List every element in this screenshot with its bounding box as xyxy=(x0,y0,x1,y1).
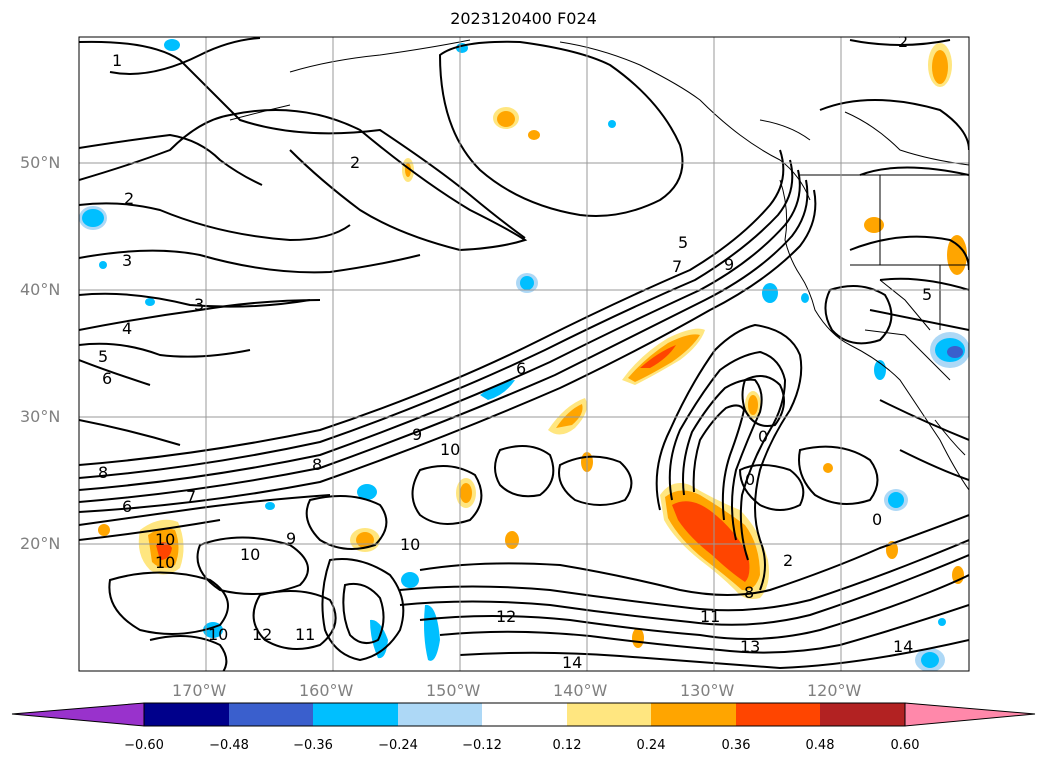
contour-label: 2 xyxy=(783,551,793,570)
contour-layer xyxy=(79,37,969,671)
colorbar-cell xyxy=(820,703,905,726)
contour-label: 9 xyxy=(286,529,296,548)
contour-label: 4 xyxy=(122,319,132,338)
contour-label: 9 xyxy=(412,425,422,444)
colorbar-cell xyxy=(229,703,313,726)
contour-label: 0 xyxy=(758,427,768,446)
colorbar-tick: −0.36 xyxy=(293,738,333,753)
lon-label: 160°W xyxy=(299,681,354,700)
lat-label: 50°N xyxy=(20,153,61,172)
contour-label: 10 xyxy=(155,530,175,549)
contour-label: 9 xyxy=(724,255,734,274)
contour-label: 3 xyxy=(122,251,132,270)
contour-label: 10 xyxy=(400,535,420,554)
contour-label: 12 xyxy=(252,625,272,644)
colorbar-tick: 0.36 xyxy=(721,738,751,753)
contour-label: 8 xyxy=(98,463,108,482)
contour-label: 10 xyxy=(440,440,460,459)
contour-label: 14 xyxy=(893,637,913,656)
contour-label: 0 xyxy=(745,470,755,489)
colorbar-cell xyxy=(482,703,567,726)
plot-area xyxy=(79,37,969,671)
colorbar-tick: −0.48 xyxy=(209,738,249,753)
colorbar-cell xyxy=(313,703,398,726)
contour-label: 10 xyxy=(208,625,228,644)
contour-label: 6 xyxy=(122,497,132,516)
contour-labels: 1 2 2 2 3 3 4 5 6 6 7 8 8 9 9 10 10 10 1… xyxy=(98,32,932,672)
colorbar-tick: −0.12 xyxy=(462,738,502,753)
lon-label: 130°W xyxy=(680,681,735,700)
contour-label: 2 xyxy=(350,153,360,172)
colorbar-extend-low xyxy=(11,702,145,727)
colorbar-tick: 0.48 xyxy=(805,738,835,753)
contour-label: 11 xyxy=(295,625,315,644)
contour-label: 5 xyxy=(678,233,688,252)
contour-label: 14 xyxy=(562,653,582,672)
colorbar-tick: 0.24 xyxy=(636,738,666,753)
contour-label: 8 xyxy=(312,455,322,474)
contour-label: 2 xyxy=(898,32,908,51)
contour-label: 7 xyxy=(672,257,682,276)
contour-label: 0 xyxy=(872,510,882,529)
shading-layer xyxy=(79,39,969,671)
contour-label: 5 xyxy=(98,347,108,366)
contour-label: 1 xyxy=(112,51,122,70)
colorbar-tick: 0.60 xyxy=(890,738,920,753)
lon-label: 150°W xyxy=(426,681,481,700)
lon-label: 170°W xyxy=(172,681,227,700)
contour-label: 3 xyxy=(194,295,204,314)
colorbar-extend-high xyxy=(904,702,1036,727)
plot-border xyxy=(78,36,970,672)
colorbar xyxy=(11,702,1036,727)
contour-label: 6 xyxy=(516,359,526,378)
contour-label: 6 xyxy=(102,369,112,388)
contour-label: 5 xyxy=(922,285,932,304)
contour-label: 12 xyxy=(496,607,516,626)
lon-label: 140°W xyxy=(553,681,608,700)
colorbar-cell xyxy=(398,703,482,726)
lat-label: 30°N xyxy=(20,407,61,426)
contour-label: 11 xyxy=(700,607,720,626)
contour-label: 2 xyxy=(124,189,134,208)
colorbar-tick: −0.60 xyxy=(124,738,164,753)
contour-label: 13 xyxy=(740,637,760,656)
contour-label: 7 xyxy=(186,487,196,506)
lat-label: 40°N xyxy=(20,280,61,299)
lat-label: 20°N xyxy=(20,534,61,553)
contour-label: 10 xyxy=(155,553,175,572)
colorbar-cell xyxy=(736,703,820,726)
coastline-layer xyxy=(229,39,969,491)
colorbar-cell xyxy=(651,703,736,726)
map-title: 2023120400 F024 xyxy=(450,9,597,28)
colorbar-tick: 0.12 xyxy=(552,738,582,753)
colorbar-cell xyxy=(567,703,651,726)
contour-label: 10 xyxy=(240,545,260,564)
contour-label: 8 xyxy=(744,583,754,602)
lon-label: 120°W xyxy=(807,681,862,700)
graticule xyxy=(79,37,969,671)
colorbar-tick: −0.24 xyxy=(378,738,418,753)
colorbar-cell xyxy=(144,703,229,726)
